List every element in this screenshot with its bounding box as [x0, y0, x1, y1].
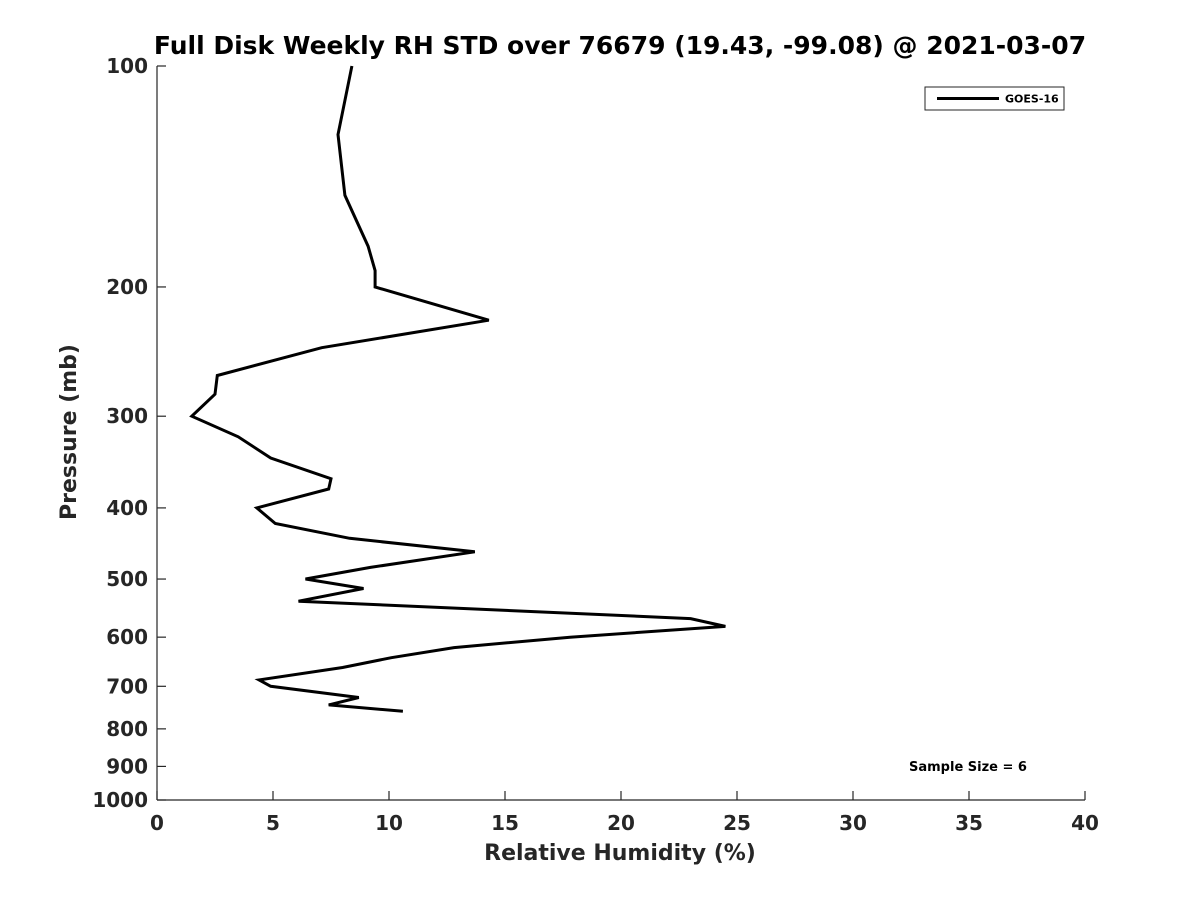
x-tick-label-5: 5 [266, 811, 280, 835]
x-ticks: 0 5 10 15 20 25 30 35 40 [150, 791, 1099, 835]
y-tick-label-200: 200 [106, 275, 148, 299]
series-layer [189, 65, 726, 713]
x-tick-label-15: 15 [491, 811, 519, 835]
x-tick-label-35: 35 [955, 811, 983, 835]
sample-size-annotation: Sample Size = 6 [909, 760, 1027, 775]
x-tick-label-10: 10 [375, 811, 403, 835]
chart-title: Full Disk Weekly RH STD over 76679 (19.4… [154, 31, 1086, 60]
x-axis-label: Relative Humidity (%) [484, 841, 756, 866]
y-tick-label-1000: 1000 [92, 788, 148, 812]
y-ticks: 100 200 300 400 500 600 700 800 900 1000 [92, 54, 166, 812]
x-tick-label-40: 40 [1071, 811, 1099, 835]
y-tick-label-400: 400 [106, 496, 148, 520]
y-axis-label: Pressure (mb) [57, 344, 82, 520]
legend-label-goes-16: GOES-16 [1005, 93, 1059, 106]
y-tick-label-500: 500 [106, 567, 148, 591]
y-tick-label-600: 600 [106, 625, 148, 649]
y-tick-label-800: 800 [106, 717, 148, 741]
x-tick-label-30: 30 [839, 811, 867, 835]
y-tick-label-100: 100 [106, 54, 148, 78]
series-line-goes-16 [189, 65, 726, 713]
x-tick-label-0: 0 [150, 811, 164, 835]
y-tick-label-700: 700 [106, 674, 148, 698]
y-tick-label-900: 900 [106, 754, 148, 778]
y-tick-label-300: 300 [106, 404, 148, 428]
x-tick-label-20: 20 [607, 811, 635, 835]
legend: GOES-16 [924, 86, 1065, 111]
x-tick-label-25: 25 [723, 811, 751, 835]
